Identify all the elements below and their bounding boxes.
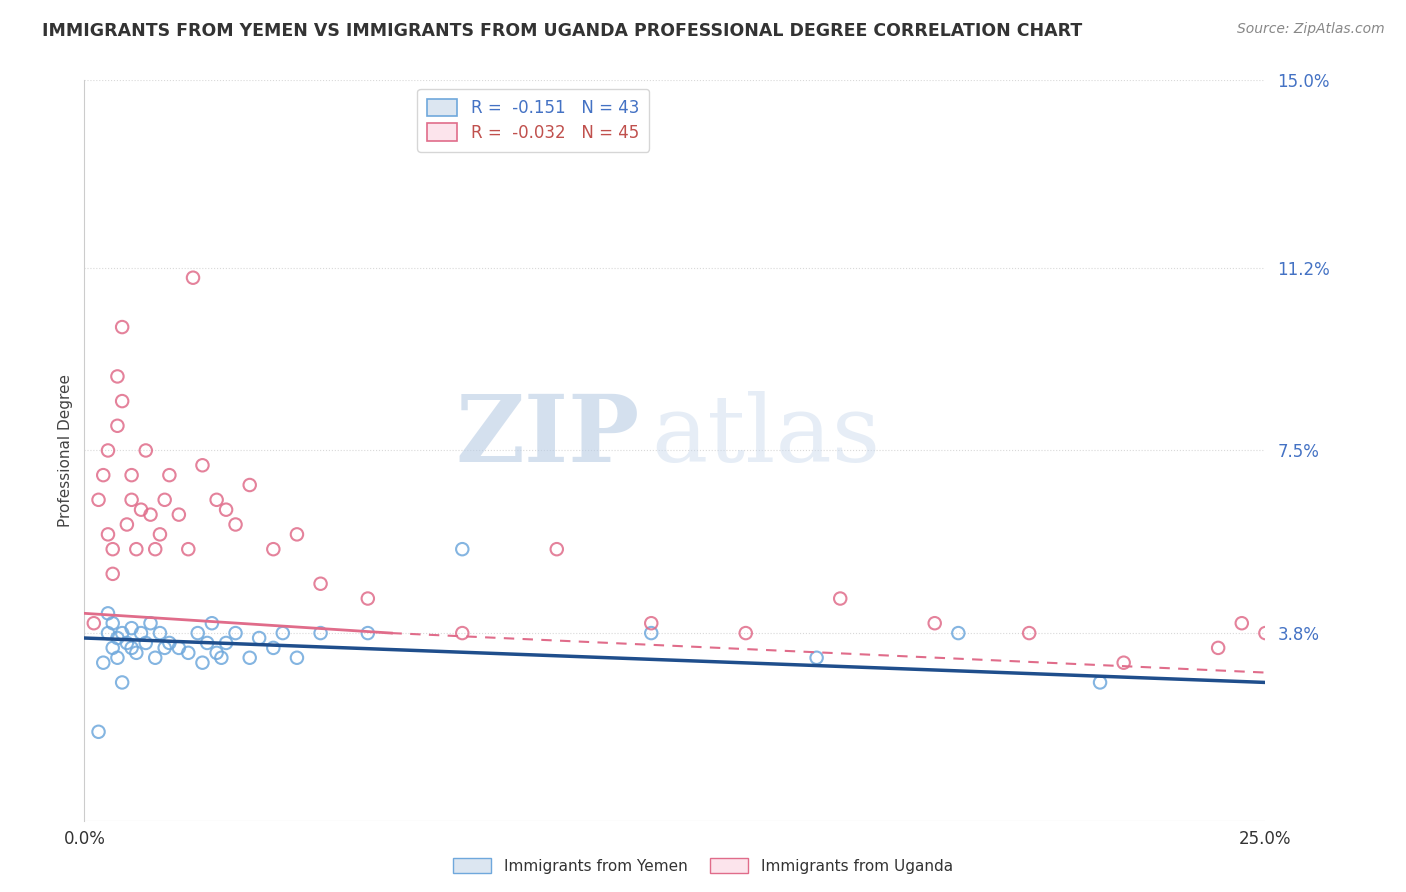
Point <box>285 650 308 665</box>
Point <box>115 517 138 532</box>
Point <box>143 650 166 665</box>
Point <box>101 566 124 581</box>
Point <box>167 508 190 522</box>
Point <box>924 616 946 631</box>
Point <box>115 636 138 650</box>
Point <box>948 626 970 640</box>
Point <box>640 616 662 631</box>
Point <box>215 636 238 650</box>
Point <box>205 492 228 507</box>
Point <box>97 443 120 458</box>
Point <box>87 724 110 739</box>
Point <box>177 646 200 660</box>
Point <box>125 542 148 557</box>
Point <box>97 626 120 640</box>
Point <box>215 502 238 516</box>
Point <box>209 650 232 665</box>
Point <box>271 626 294 640</box>
Point <box>225 626 247 640</box>
Point <box>157 636 180 650</box>
Point <box>97 527 120 541</box>
Point <box>225 517 247 532</box>
Point <box>309 626 332 640</box>
Point <box>167 640 190 655</box>
Point <box>143 542 166 557</box>
Point <box>107 369 129 384</box>
Point <box>121 640 143 655</box>
Point <box>153 492 176 507</box>
Y-axis label: Professional Degree: Professional Degree <box>58 374 73 527</box>
Point <box>205 646 228 660</box>
Point <box>262 542 284 557</box>
Point <box>157 468 180 483</box>
Point <box>309 576 332 591</box>
Point <box>262 640 284 655</box>
Text: ZIP: ZIP <box>456 391 640 481</box>
Point <box>357 626 380 640</box>
Point <box>181 270 204 285</box>
Point <box>91 656 114 670</box>
Point <box>734 626 756 640</box>
Point <box>121 492 143 507</box>
Text: Source: ZipAtlas.com: Source: ZipAtlas.com <box>1237 22 1385 37</box>
Point <box>111 394 134 409</box>
Point <box>129 626 152 640</box>
Legend: R =  -0.151   N = 43, R =  -0.032   N = 45: R = -0.151 N = 43, R = -0.032 N = 45 <box>418 88 650 152</box>
Point <box>135 443 157 458</box>
Point <box>546 542 568 557</box>
Point <box>153 640 176 655</box>
Point <box>107 631 129 645</box>
Point <box>177 542 200 557</box>
Point <box>107 418 129 433</box>
Text: IMMIGRANTS FROM YEMEN VS IMMIGRANTS FROM UGANDA PROFESSIONAL DEGREE CORRELATION : IMMIGRANTS FROM YEMEN VS IMMIGRANTS FROM… <box>42 22 1083 40</box>
Point <box>1230 616 1253 631</box>
Point <box>149 527 172 541</box>
Point <box>125 646 148 660</box>
Point <box>101 640 124 655</box>
Point <box>129 502 152 516</box>
Point <box>239 478 262 492</box>
Point <box>640 626 662 640</box>
Point <box>195 636 218 650</box>
Point <box>111 626 134 640</box>
Point <box>139 616 162 631</box>
Point <box>1088 675 1111 690</box>
Point <box>91 468 114 483</box>
Point <box>1254 626 1277 640</box>
Point <box>87 492 110 507</box>
Point <box>239 650 262 665</box>
Point <box>201 616 224 631</box>
Point <box>121 621 143 635</box>
Point <box>83 616 105 631</box>
Point <box>357 591 380 606</box>
Point <box>111 320 134 334</box>
Point <box>187 626 209 640</box>
Legend: Immigrants from Yemen, Immigrants from Uganda: Immigrants from Yemen, Immigrants from U… <box>447 852 959 880</box>
Point <box>101 542 124 557</box>
Point <box>1112 656 1135 670</box>
Point <box>451 542 474 557</box>
Point <box>149 626 172 640</box>
Point <box>111 675 134 690</box>
Point <box>806 650 828 665</box>
Point <box>830 591 852 606</box>
Point <box>1206 640 1229 655</box>
Point <box>451 626 474 640</box>
Point <box>247 631 270 645</box>
Point <box>191 458 214 473</box>
Point <box>107 650 129 665</box>
Point <box>101 616 124 631</box>
Point <box>97 607 120 621</box>
Text: atlas: atlas <box>651 391 880 481</box>
Point <box>121 468 143 483</box>
Point <box>1018 626 1040 640</box>
Point <box>139 508 162 522</box>
Point <box>191 656 214 670</box>
Point <box>285 527 308 541</box>
Point <box>135 636 157 650</box>
